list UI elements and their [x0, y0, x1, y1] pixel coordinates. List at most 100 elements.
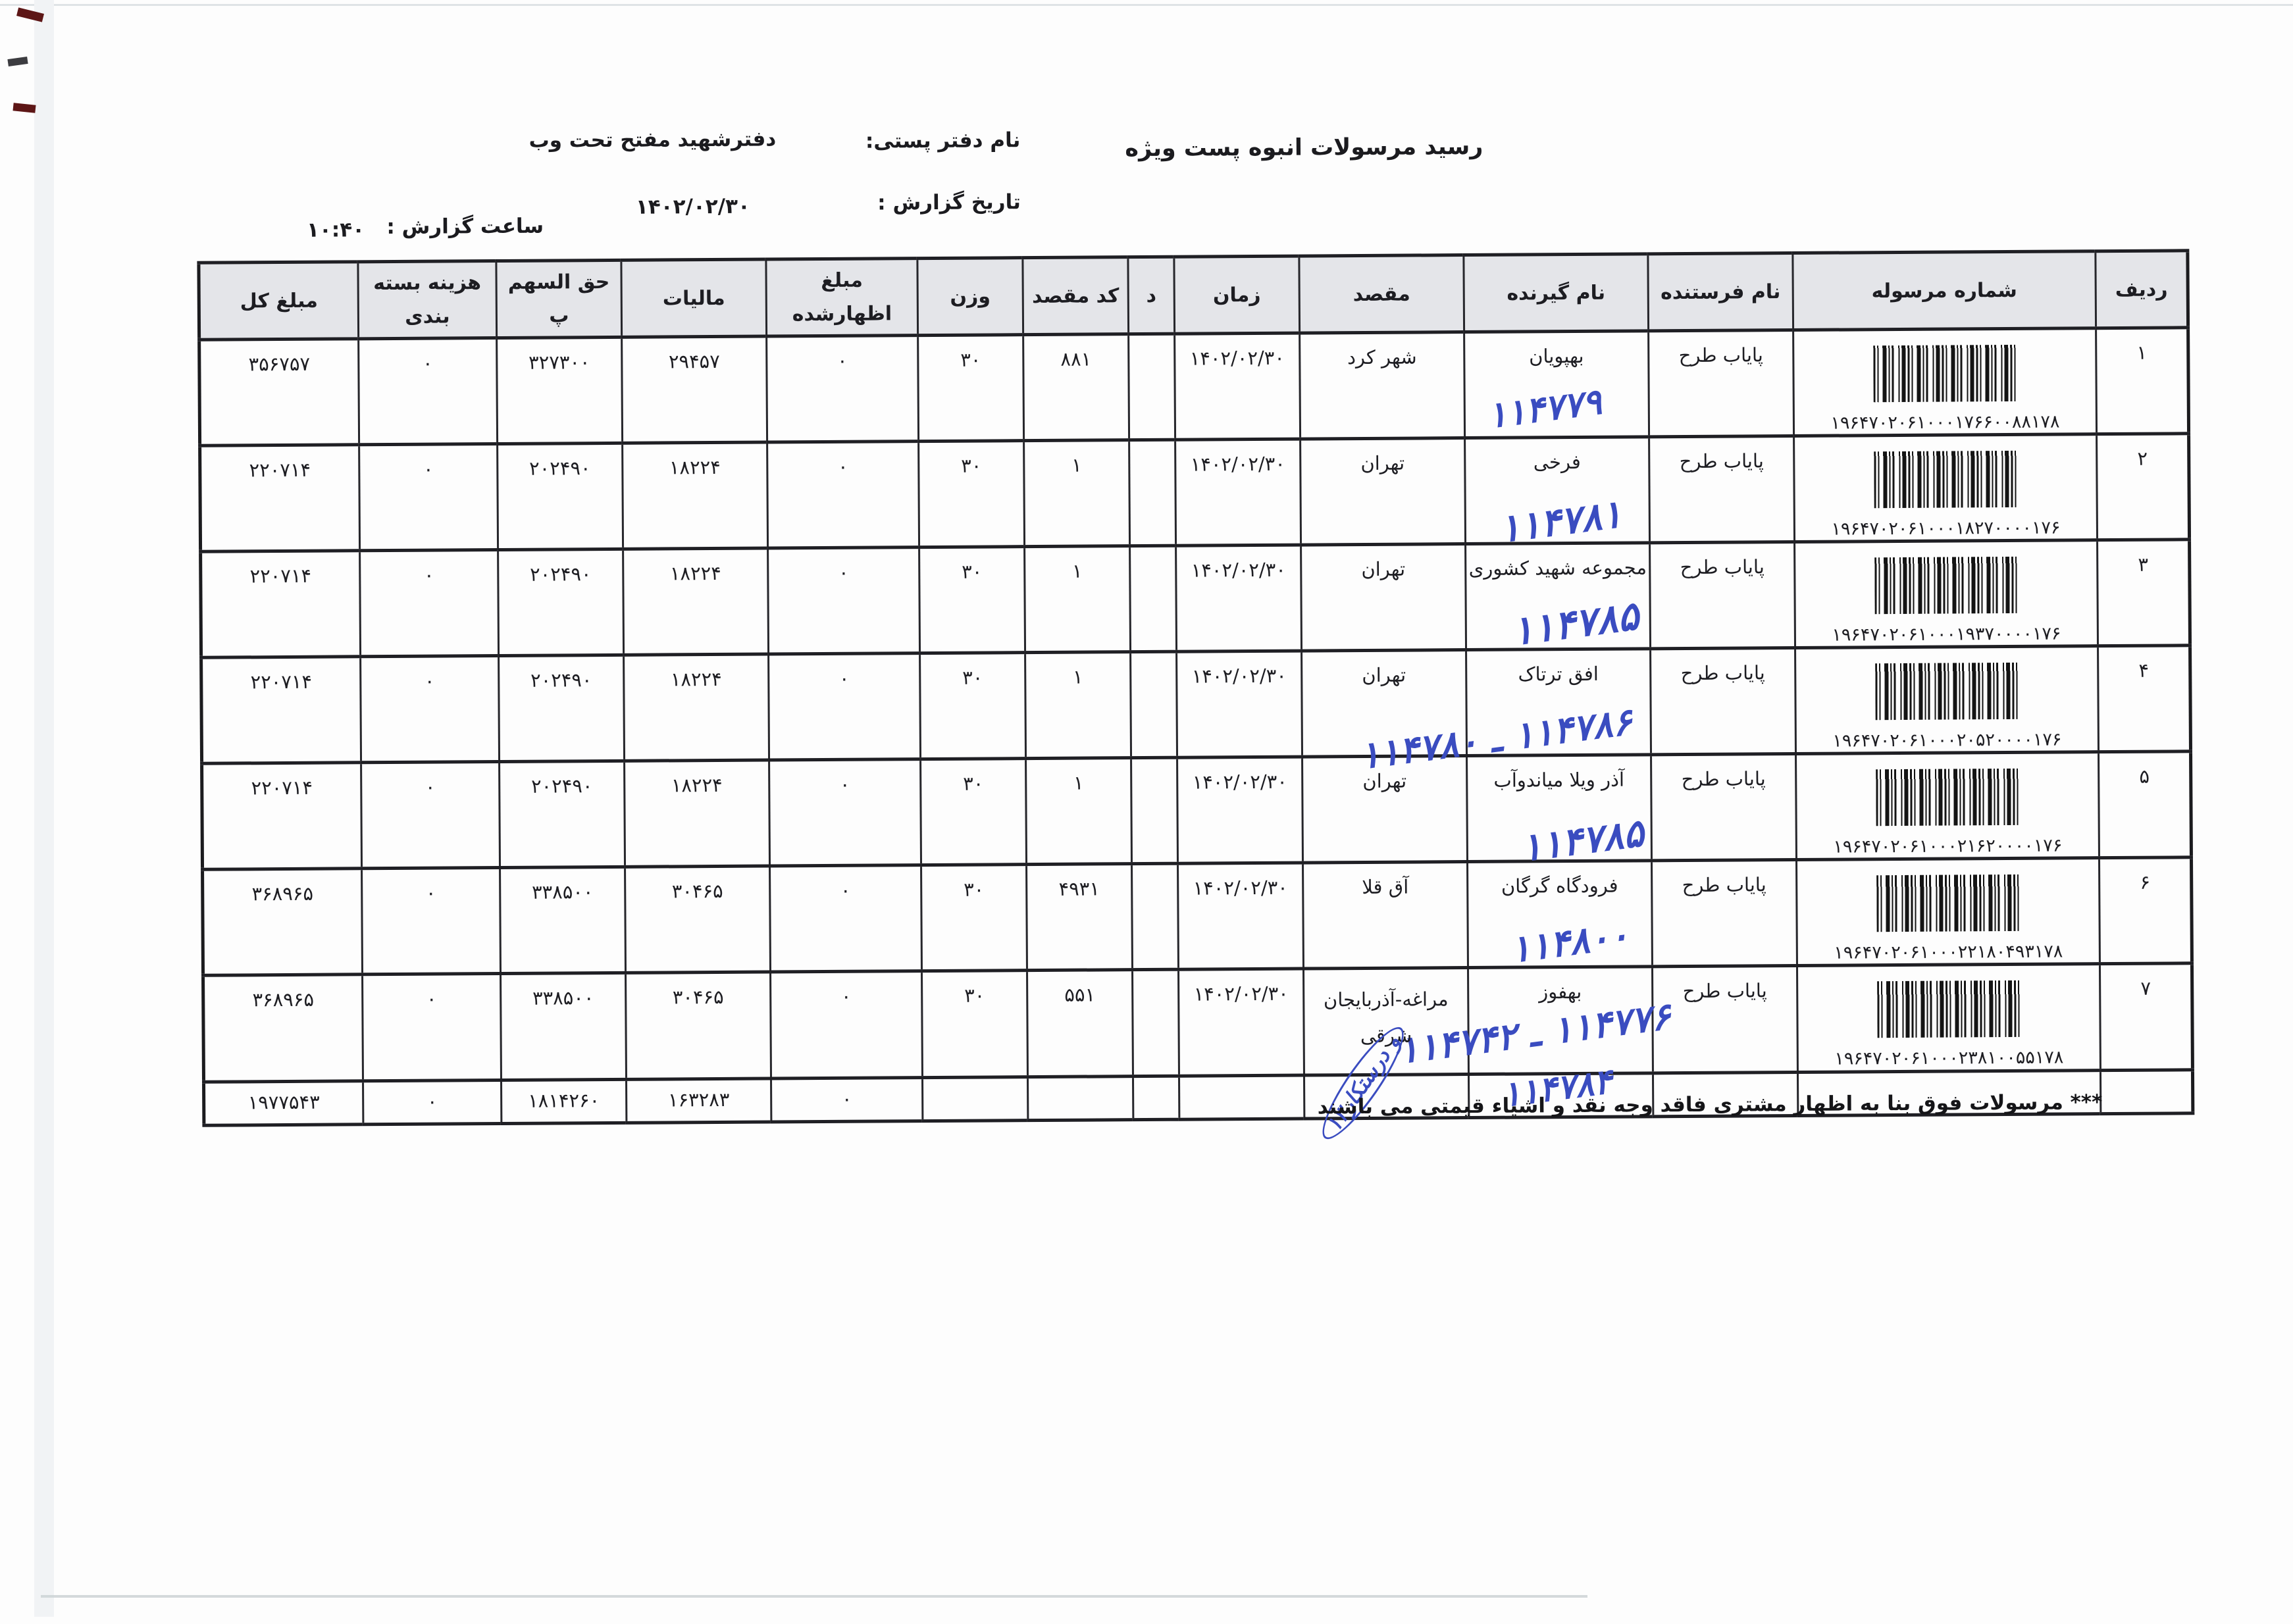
cell-declared: ۰ [770, 971, 923, 1078]
cell-d [1132, 969, 1179, 1077]
header-cell-d: د [1127, 257, 1175, 334]
table-row: ۱ ۱۹۶۴۷۰۲۰۶۱۰۰۰۱۷۶۶۰۰۸۸۱۷۸ پایاب طرح بهپ… [199, 327, 2189, 446]
receiver-name: بهفوز [1539, 980, 1582, 1003]
cell-total: ۲۲۰۷۱۴ [199, 444, 360, 552]
cell-weight: ۳۰ [921, 864, 1027, 971]
cell-seq: ۷ [2100, 963, 2193, 1071]
cell-time: ۱۴۰۲/۰۲/۳۰ [1175, 545, 1302, 652]
barcode-image [1876, 980, 2021, 1038]
handwritten-number: ۱۱۴۸۰۰ [1507, 913, 1632, 972]
cell-packing: ۰ [362, 973, 502, 1081]
cell-tracking: ۱۹۶۴۷۰۲۰۶۱۰۰۰۱۷۶۶۰۰۸۸۱۷۸ [1793, 328, 2097, 436]
header-cell-weight: وزن [917, 257, 1023, 336]
tracking-number: ۱۹۶۴۷۰۲۰۶۱۰۰۰۱۷۶۶۰۰۸۸۱۷۸ [1830, 411, 2060, 434]
header-cell-share: حق السهم پ [496, 260, 622, 338]
cell-tax: ۳۰۴۶۵ [625, 972, 771, 1080]
cell-destcode: ۱ [1025, 757, 1132, 865]
cell-tax: ۱۸۲۲۴ [623, 654, 769, 761]
shipments-table: ردیف شماره مرسوله نام فرستنده نام گیرنده… [197, 249, 2195, 1148]
tracking-number: ۱۹۶۴۷۰۲۰۶۱۰۰۰۲۳۸۱۰۰۵۵۱۷۸ [1834, 1047, 2064, 1069]
barcode-image [1872, 344, 2017, 403]
receiver-name: افق ترتاک [1518, 662, 1599, 686]
cell-packing: ۰ [361, 761, 500, 869]
cell-total: ۳۶۸۹۶۵ [202, 868, 363, 976]
cell-destcode: ۱ [1025, 651, 1131, 759]
cell-sender: پایاب طرح [1649, 542, 1795, 649]
cell-share: ۳۳۸۵۰۰ [500, 973, 627, 1080]
cell-receiver: آذر ویلا میاندوآب ۱۱۴۷۸۵ [1466, 754, 1652, 871]
cell-tracking: ۱۹۶۴۷۰۲۰۶۱۰۰۰۲۳۸۱۰۰۵۵۱۷۸ [1797, 963, 2101, 1073]
cell-packing: ۰ [361, 867, 501, 975]
receiver-name: فرخی [1533, 450, 1581, 474]
cell-destination: شهر کرد [1299, 332, 1465, 440]
cell-receiver: فرخی ۱۱۴۷۸۱ [1464, 436, 1650, 551]
cell-declared: ۰ [769, 865, 922, 973]
barcode-image [1874, 556, 2019, 615]
cell-tax: ۱۸۲۲۴ [624, 760, 770, 867]
table-header-row: ردیف شماره مرسوله نام فرستنده نام گیرنده… [198, 250, 2188, 340]
table-row: ۵ ۱۹۶۴۷۰۲۰۶۱۰۰۰۲۱۶۲۰۰۰۰۱۷۶ پایاب طرح آذر… [201, 751, 2192, 871]
destination-name: مراغه-آذربایجان شرقی [1323, 988, 1449, 1048]
cell-time: ۱۴۰۲/۰۲/۳۰ [1175, 439, 1301, 546]
cell-share: ۲۰۲۴۹۰ [497, 443, 623, 550]
barcode-image [1875, 768, 2020, 826]
cell-declared: ۰ [766, 335, 919, 443]
cell-share: ۲۰۲۴۹۰ [498, 655, 625, 762]
cell-weight: ۳۰ [919, 546, 1025, 653]
cell-seq: ۵ [2098, 751, 2192, 858]
cell-seq: ۶ [2099, 857, 2192, 964]
cell-destcode: ۵۵۱ [1027, 969, 1133, 1077]
header-cell-tracking: شماره مرسوله [1792, 251, 2096, 330]
header-cell-time: زمان [1173, 256, 1300, 334]
header-cell-seq: ردیف [2095, 250, 2188, 328]
handwritten-number: ۱۱۴۷۷۹ [1485, 380, 1605, 437]
cell-time: ۱۴۰۲/۰۲/۳۰ [1177, 757, 1303, 864]
header-cell-sender: نام فرستنده [1647, 253, 1793, 331]
receiver-name: آذر ویلا میاندوآب [1493, 768, 1625, 792]
cell-sender: پایاب طرح [1650, 647, 1796, 755]
cell-destcode: ۸۸۱ [1023, 334, 1129, 441]
cell-total: ۲۲۰۷۱۴ [201, 656, 361, 764]
cell-destination: تهران [1302, 755, 1468, 863]
cell-share: ۳۲۷۳۰۰ [496, 337, 623, 444]
table-row: ۷ ۱۹۶۴۷۰۲۰۶۱۰۰۰۲۳۸۱۰۰۵۵۱۷۸ پایاب طرح بهف… [203, 963, 2193, 1148]
cell-destcode: ۱ [1023, 440, 1130, 547]
header-cell-declared: مبلغ اظهارشده [765, 258, 918, 337]
cell-d [1133, 1076, 1179, 1120]
cell-packing: ۰ [360, 655, 500, 763]
cell-weight: ۳۰ [918, 440, 1025, 547]
header-cell-total: مبلغ کل [198, 261, 359, 340]
cell-total: ۲۲۰۷۱۴ [200, 550, 361, 658]
cell-tax: ۳۰۴۶۵ [625, 866, 771, 973]
table-row: ۳ ۱۹۶۴۷۰۲۰۶۱۰۰۰۱۹۳۷۰۰۰۰۱۷۶ پایاب طرح مجم… [200, 539, 2190, 658]
cell-sender: پایاب طرح [1651, 859, 1797, 967]
cell-weight: ۳۰ [921, 970, 1028, 1078]
cell-sender: پایاب طرح [1651, 753, 1797, 861]
report-time-value: ۱۰:۴۰ [306, 218, 365, 242]
receiver-name: فرودگاه گرگان [1501, 874, 1618, 898]
tracking-number: ۱۹۶۴۷۰۲۰۶۱۰۰۰۲۲۱۸۰۴۹۳۱۷۸ [1834, 941, 2063, 963]
cell-seq: ۲ [2096, 433, 2190, 540]
cell-share: ۳۳۸۵۰۰ [500, 867, 626, 974]
cell-time: ۱۴۰۲/۰۲/۳۰ [1176, 651, 1302, 758]
table-row: ۶ ۱۹۶۴۷۰۲۰۶۱۰۰۰۲۲۱۸۰۴۹۳۱۷۸ پایاب طرح فرو… [202, 857, 2192, 976]
cell-sender: پایاب طرح [1648, 330, 1794, 437]
cell-share: ۲۰۲۴۹۰ [499, 761, 625, 868]
cell-declared: ۰ [768, 653, 921, 761]
cell-tax-total: ۱۶۳۲۸۳ [626, 1078, 771, 1123]
handwritten-number: ۱۱۴۷۸۱ [1497, 491, 1625, 551]
cell-tracking: ۱۹۶۴۷۰۲۰۶۱۰۰۰۱۹۳۷۰۰۰۰۱۷۶ [1794, 540, 2098, 648]
cell-total: ۳۶۸۹۶۵ [203, 974, 363, 1082]
cell-destination: تهران [1301, 649, 1467, 757]
cell-d [1129, 546, 1177, 652]
cell-d [1129, 440, 1176, 546]
cell-total: ۲۲۰۷۱۴ [201, 762, 362, 870]
cell-weight: ۳۰ [917, 334, 1024, 442]
cell-declared: ۰ [767, 547, 920, 655]
cell-receiver: بهفوز ۱۱۴۷۷۶ ـ ۱۱۴۷۴۲ [1396, 966, 1673, 1075]
cell-receiver: مجموعه شهید کشوری ۱۱۴۷۸۵ [1465, 542, 1651, 655]
table-row: ۲ ۱۹۶۴۷۰۲۰۶۱۰۰۰۱۸۲۷۰۰۰۰۱۷۶ پایاب طرح فرخ… [199, 433, 2190, 552]
cell-time: ۱۴۰۲/۰۲/۳۰ [1177, 863, 1304, 970]
receiver-name: بهپویان [1529, 344, 1584, 368]
cell-declared: ۰ [767, 441, 919, 549]
